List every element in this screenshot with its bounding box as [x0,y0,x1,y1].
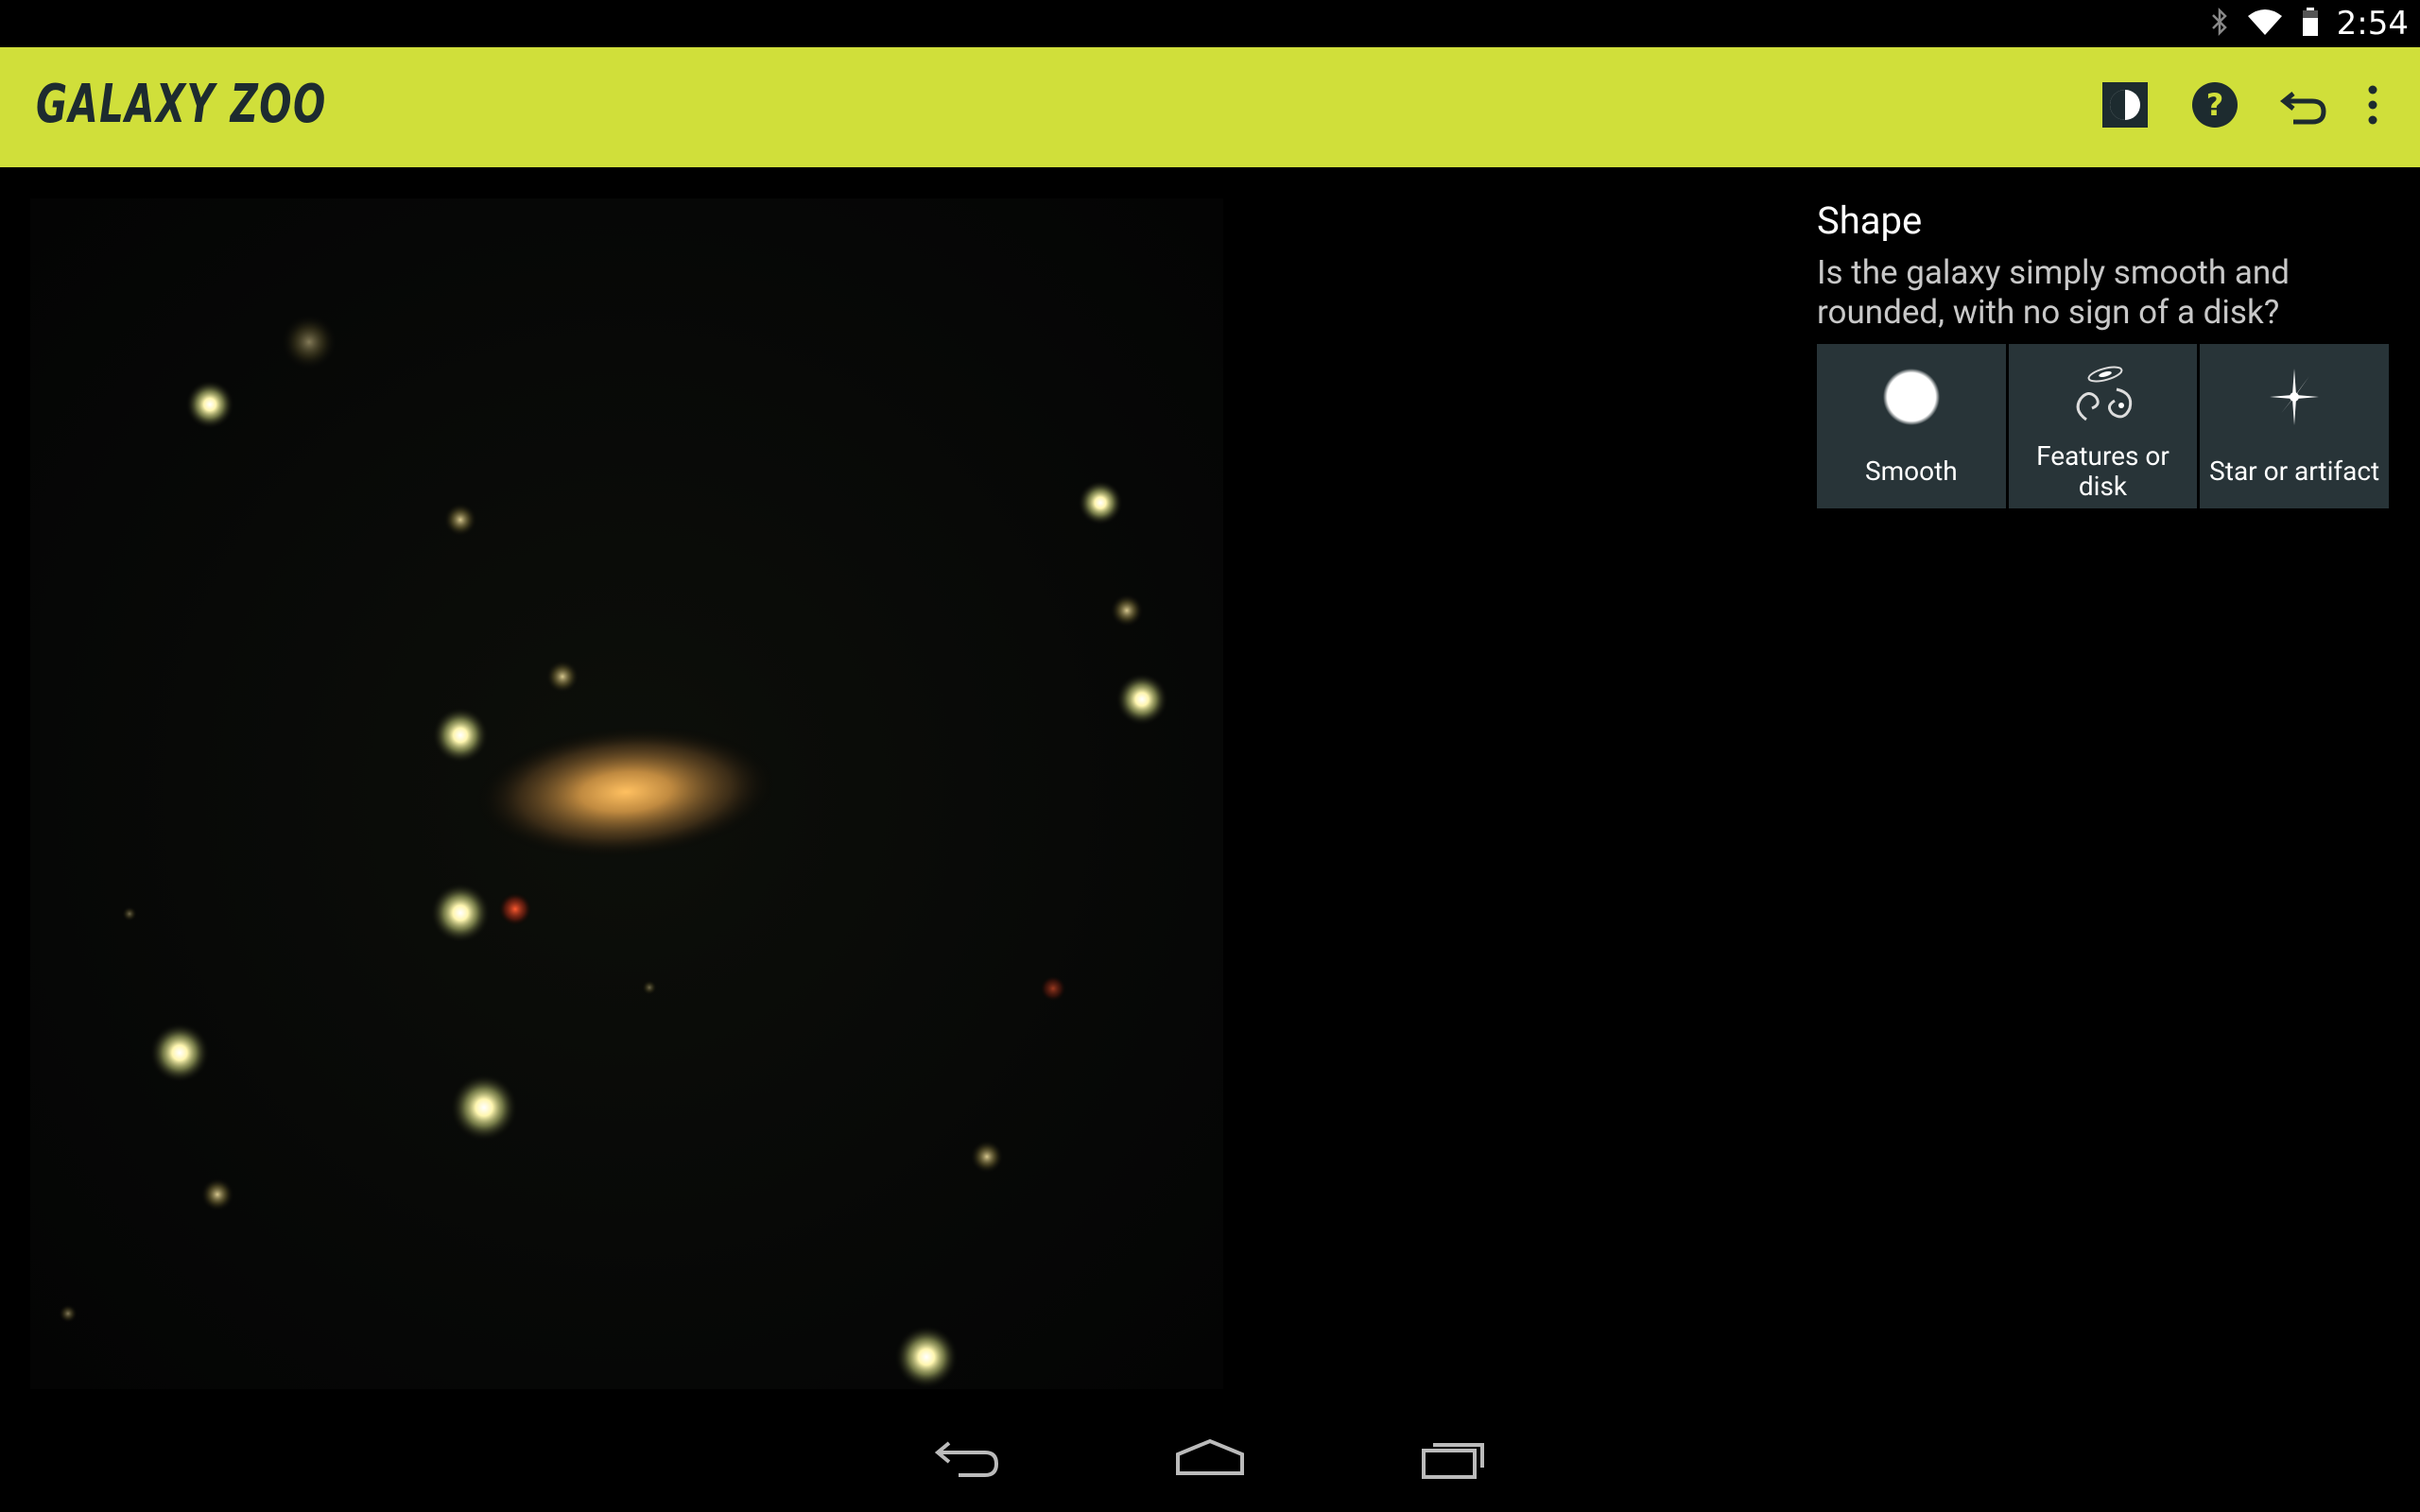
recents-icon [1420,1435,1488,1485]
answer-star-or-artifact-label: Star or artifact [2209,455,2380,487]
wifi-icon [2246,7,2284,41]
home-button[interactable] [1163,1427,1257,1493]
answer-features-or-disk-button[interactable]: Features or disk [2008,344,2198,508]
answer-smooth-button[interactable]: Smooth [1817,344,2006,508]
back-button[interactable] [921,1427,1015,1493]
contrast-button[interactable] [2089,71,2161,143]
smooth-icon [1874,359,1949,434]
undo-button[interactable] [2269,71,2341,143]
help-button[interactable]: ? [2179,71,2251,143]
answer-row: Smooth Features or disk [1817,344,2390,508]
recents-button[interactable] [1407,1427,1501,1493]
action-bar: GALAXY ZOO ? [0,47,2420,167]
question-text: Is the galaxy simply smooth and rounded,… [1817,253,2290,332]
svg-text:?: ? [2206,87,2224,123]
features-or-disk-icon [2066,359,2141,434]
answer-smooth-label: Smooth [1864,455,1958,487]
status-bar: 2:54 [0,0,2420,47]
galaxy-image[interactable] [30,198,1223,1389]
navigation-bar [0,1408,2420,1512]
bluetooth-icon [2210,7,2229,41]
galaxy-photo-icon [59,314,1168,1389]
overflow-menu-button[interactable] [2335,71,2411,143]
home-icon [1174,1435,1246,1485]
back-icon [934,1435,1002,1485]
answer-star-or-artifact-button[interactable]: Star or artifact [2200,344,2390,508]
app-title: GALAXY ZOO [36,74,327,135]
clock: 2:54 [2336,5,2409,43]
star-or-artifact-icon [2256,359,2332,434]
help-icon: ? [2190,80,2239,133]
overflow-menu-icon [2366,84,2379,129]
undo-icon [2279,80,2329,133]
answer-features-or-disk-label: Features or disk [2036,439,2169,502]
question-title: Shape [1817,198,1923,243]
battery-icon [2301,7,2320,41]
contrast-icon [2100,80,2150,133]
question-panel: Shape Is the galaxy simply smooth and ro… [1817,198,2390,508]
